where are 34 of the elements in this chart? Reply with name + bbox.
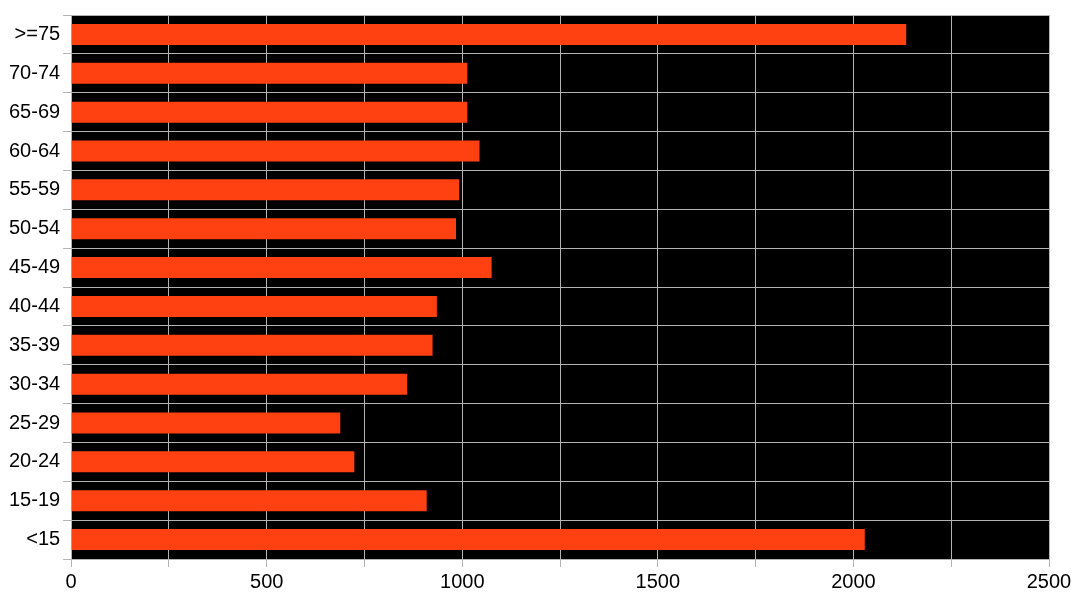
y-tick-label: <15 bbox=[26, 527, 61, 550]
x-tick-label: 500 bbox=[250, 569, 284, 592]
y-tick-label: 70-74 bbox=[9, 60, 61, 83]
y-tick-label: 60-64 bbox=[9, 138, 61, 161]
x-tick-label: 1500 bbox=[635, 569, 681, 592]
bar bbox=[71, 257, 492, 279]
y-tick-label: 50-54 bbox=[9, 216, 61, 239]
bar bbox=[71, 179, 460, 201]
bar bbox=[71, 334, 433, 356]
y-tick-label: 55-59 bbox=[9, 177, 61, 200]
bar bbox=[71, 295, 437, 317]
bar bbox=[71, 490, 427, 512]
y-tick-label: 65-69 bbox=[9, 99, 61, 122]
y-tick-label: >=75 bbox=[14, 21, 61, 44]
x-tick-label: 2000 bbox=[831, 569, 876, 592]
x-tick-label: 0 bbox=[65, 569, 77, 592]
bar bbox=[71, 451, 355, 473]
y-tick-label: 35-39 bbox=[9, 332, 61, 355]
y-tick-label: 20-24 bbox=[9, 449, 61, 472]
bar bbox=[71, 412, 341, 434]
y-tick-label: 25-29 bbox=[9, 410, 61, 433]
bar bbox=[71, 101, 468, 123]
x-tick-label: 2500 bbox=[1026, 569, 1072, 592]
bar bbox=[71, 218, 457, 240]
y-tick-label: 15-19 bbox=[9, 488, 61, 511]
bar bbox=[71, 23, 907, 45]
bar bbox=[71, 140, 480, 162]
y-tick-label: 30-34 bbox=[9, 371, 61, 394]
bar bbox=[71, 529, 865, 551]
x-tick-label: 1000 bbox=[440, 569, 485, 592]
y-tick-label: 45-49 bbox=[9, 255, 61, 278]
bar bbox=[71, 373, 408, 395]
y-tick-label: 40-44 bbox=[9, 293, 61, 316]
bar bbox=[71, 62, 468, 84]
